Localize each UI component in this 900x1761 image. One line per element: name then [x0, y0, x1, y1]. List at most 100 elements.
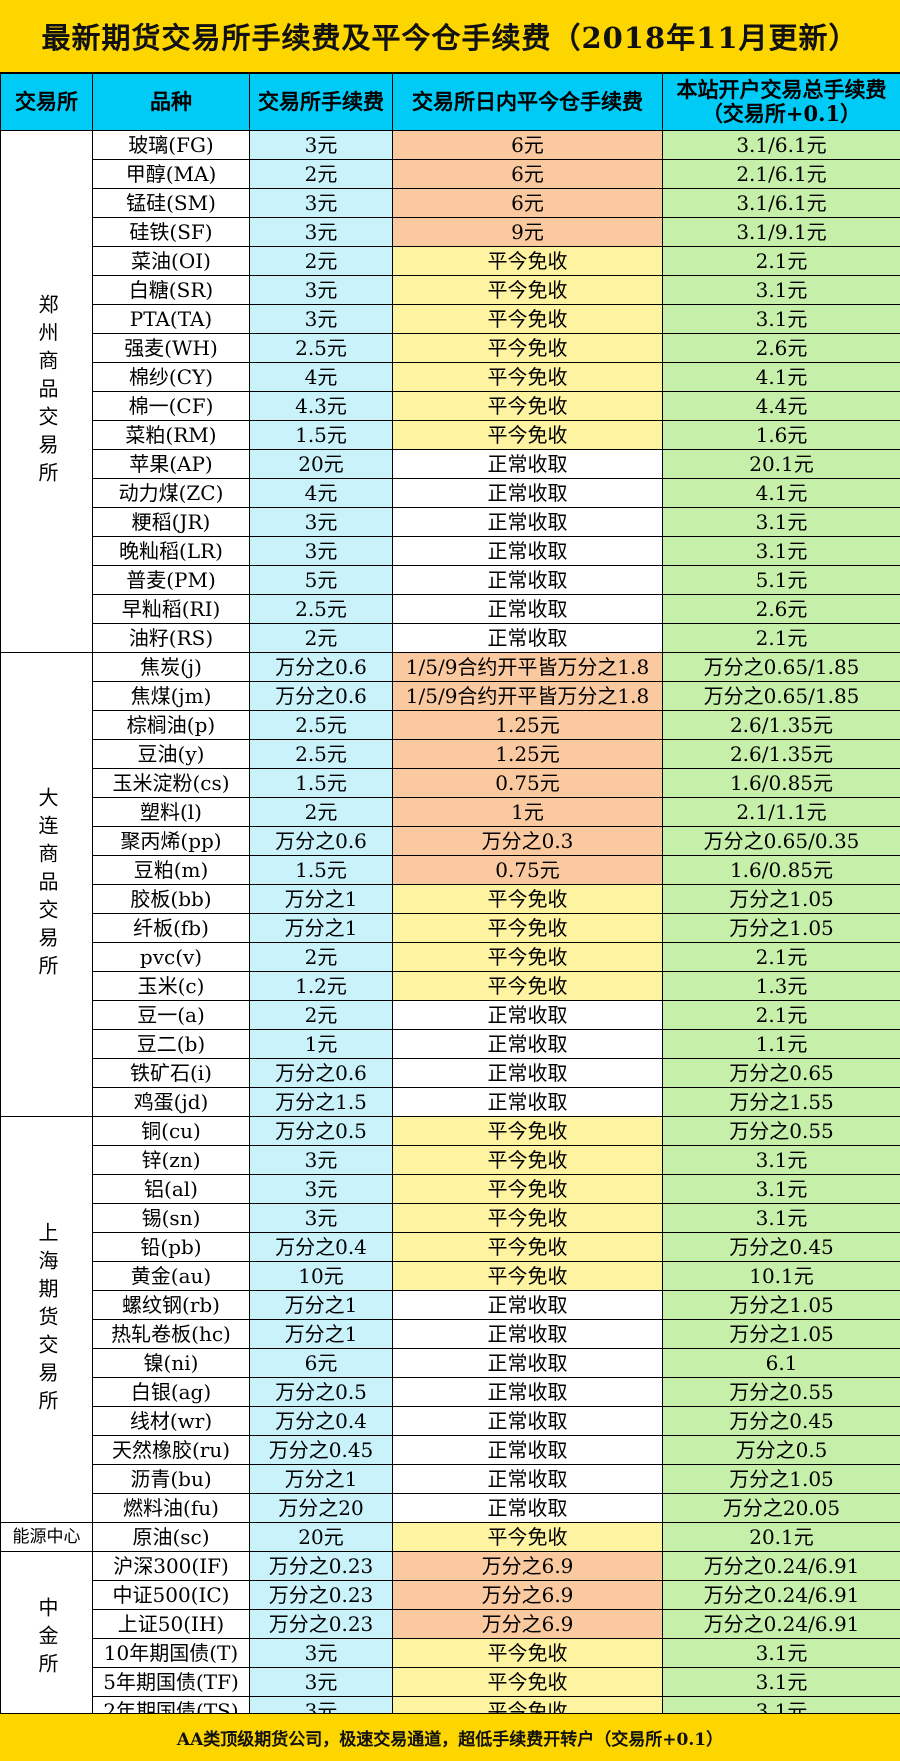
close-today-fee-cell: 正常收取 [392, 1377, 663, 1407]
close-today-fee-cell: 平今免收 [392, 942, 663, 972]
product-cell: 豆二(b) [92, 1029, 250, 1059]
table-row: 上证50(IH) 万分之0.23 万分之6.9 万分之0.24/6.91 [1, 1609, 900, 1639]
exchange-fee-cell: 1.5元 [249, 420, 393, 450]
header-row: 交易所 品种 交易所手续费 交易所日内平今仓手续费 本站开户交易总手续费（交易所… [0, 73, 900, 131]
table-row: 晚籼稻(LR) 3元 正常收取 3.1元 [1, 536, 900, 566]
exchange-fee-cell: 5元 [249, 565, 393, 595]
header-exchange-fee: 交易所手续费 [249, 73, 393, 131]
close-today-fee-cell: 6元 [392, 130, 663, 160]
total-fee-cell: 3.1/6.1元 [662, 130, 900, 160]
close-today-fee-cell: 正常收取 [392, 478, 663, 508]
table-row: 豆粕(m) 1.5元 0.75元 1.6/0.85元 [1, 855, 900, 885]
table-row: 沥青(bu) 万分之1 正常收取 万分之1.05 [1, 1464, 900, 1494]
exchange-fee-cell: 2.5元 [249, 333, 393, 363]
table-row: 锡(sn) 3元 平今免收 3.1元 [1, 1203, 900, 1233]
exchange-fee-cell: 万分之0.45 [249, 1435, 393, 1465]
table-row: 螺纹钢(rb) 万分之1 正常收取 万分之1.05 [1, 1290, 900, 1320]
header-exchange: 交易所 [0, 73, 93, 131]
close-today-fee-cell: 正常收取 [392, 1406, 663, 1436]
table-row: 铁矿石(i) 万分之0.6 正常收取 万分之0.65 [1, 1058, 900, 1088]
exchange-name: 郑州商品交易所 [0, 130, 93, 653]
product-cell: 早籼稻(RI) [92, 594, 250, 624]
table-row: 强麦(WH) 2.5元 平今免收 2.6元 [1, 333, 900, 363]
table-row: 豆二(b) 1元 正常收取 1.1元 [1, 1029, 900, 1059]
product-cell: 玉米淀粉(cs) [92, 768, 250, 798]
product-cell: 天然橡胶(ru) [92, 1435, 250, 1465]
exchange-fee-cell: 6元 [249, 1348, 393, 1378]
product-cell: 燃料油(fu) [92, 1493, 250, 1523]
header-close-today-fee: 交易所日内平今仓手续费 [392, 73, 663, 131]
product-cell: 菜油(OI) [92, 246, 250, 276]
product-cell: 焦炭(j) [92, 652, 250, 682]
total-fee-cell: 3.1元 [662, 507, 900, 537]
table-row: 动力煤(ZC) 4元 正常收取 4.1元 [1, 478, 900, 508]
table-row: 白银(ag) 万分之0.5 正常收取 万分之0.55 [1, 1377, 900, 1407]
table-row: 豆油(y) 2.5元 1.25元 2.6/1.35元 [1, 739, 900, 769]
total-fee-cell: 1.3元 [662, 971, 900, 1001]
total-fee-cell: 3.1/6.1元 [662, 188, 900, 218]
table-row: 豆一(a) 2元 正常收取 2.1元 [1, 1000, 900, 1030]
total-fee-cell: 4.1元 [662, 362, 900, 392]
table-row: 玉米(c) 1.2元 平今免收 1.3元 [1, 971, 900, 1001]
table-row: 10年期国债(T) 3元 平今免收 3.1元 [1, 1638, 900, 1668]
total-fee-cell: 2.6/1.35元 [662, 710, 900, 740]
close-today-fee-cell: 正常收取 [392, 1029, 663, 1059]
product-cell: 动力煤(ZC) [92, 478, 250, 508]
total-fee-cell: 2.6/1.35元 [662, 739, 900, 769]
exchange-fee-cell: 3元 [249, 1667, 393, 1697]
exchange-fee-cell: 4元 [249, 478, 393, 508]
product-cell: 原油(sc) [92, 1522, 250, 1552]
exchange-fee-cell: 2.5元 [249, 739, 393, 769]
total-fee-cell: 10.1元 [662, 1261, 900, 1291]
product-cell: 鸡蛋(jd) [92, 1087, 250, 1117]
exchange-fee-cell: 万分之0.23 [249, 1580, 393, 1610]
table-row: 锰硅(SM) 3元 6元 3.1/6.1元 [1, 188, 900, 218]
total-fee-cell: 1.6/0.85元 [662, 768, 900, 798]
close-today-fee-cell: 万分之6.9 [392, 1580, 663, 1610]
total-fee-cell: 万分之1.55 [662, 1087, 900, 1117]
close-today-fee-cell: 1元 [392, 797, 663, 827]
total-fee-cell: 万分之1.05 [662, 1290, 900, 1320]
exchange-fee-cell: 2元 [249, 1000, 393, 1030]
total-fee-cell: 万分之0.65/1.85 [662, 681, 900, 711]
product-cell: 黄金(au) [92, 1261, 250, 1291]
table-row: 铅(pb) 万分之0.4 平今免收 万分之0.45 [1, 1232, 900, 1262]
product-cell: 豆油(y) [92, 739, 250, 769]
table-row: PTA(TA) 3元 平今免收 3.1元 [1, 304, 900, 334]
close-today-fee-cell: 平今免收 [392, 420, 663, 450]
close-today-fee-cell: 正常收取 [392, 1290, 663, 1320]
exchange-fee-cell: 2元 [249, 246, 393, 276]
table-row: 早籼稻(RI) 2.5元 正常收取 2.6元 [1, 594, 900, 624]
product-cell: 中证500(IC) [92, 1580, 250, 1610]
table-row: 镍(ni) 6元 正常收取 6.1 [1, 1348, 900, 1378]
product-cell: 热轧卷板(hc) [92, 1319, 250, 1349]
product-cell: 豆一(a) [92, 1000, 250, 1030]
exchange-fee-cell: 万分之0.6 [249, 652, 393, 682]
product-cell: 铅(pb) [92, 1232, 250, 1262]
close-today-fee-cell: 6元 [392, 188, 663, 218]
product-cell: 锡(sn) [92, 1203, 250, 1233]
total-fee-cell: 3.1元 [662, 275, 900, 305]
product-cell: 塑料(l) [92, 797, 250, 827]
table-row: 5年期国债(TF) 3元 平今免收 3.1元 [1, 1667, 900, 1697]
total-fee-cell: 6.1 [662, 1348, 900, 1378]
exchange-fee-cell: 万分之1 [249, 1290, 393, 1320]
table-row: 棕榈油(p) 2.5元 1.25元 2.6/1.35元 [1, 710, 900, 740]
close-today-fee-cell: 平今免收 [392, 391, 663, 421]
total-fee-cell: 3.1/9.1元 [662, 217, 900, 247]
table-row: 菜粕(RM) 1.5元 平今免收 1.6元 [1, 420, 900, 450]
total-fee-cell: 万分之1.05 [662, 1319, 900, 1349]
total-fee-cell: 万分之0.65/0.35 [662, 826, 900, 856]
table-row: 纤板(fb) 万分之1 平今免收 万分之1.05 [1, 913, 900, 943]
close-today-fee-cell: 平今免收 [392, 275, 663, 305]
total-fee-cell: 万分之0.65 [662, 1058, 900, 1088]
product-cell: 10年期国债(T) [92, 1638, 250, 1668]
table-row: 铝(al) 3元 平今免收 3.1元 [1, 1174, 900, 1204]
close-today-fee-cell: 平今免收 [392, 884, 663, 914]
close-today-fee-cell: 正常收取 [392, 1348, 663, 1378]
exchange-fee-cell: 3元 [249, 130, 393, 160]
exchange-fee-cell: 4.3元 [249, 391, 393, 421]
product-cell: 菜粕(RM) [92, 420, 250, 450]
total-fee-cell: 2.1元 [662, 623, 900, 653]
exchange-fee-cell: 3元 [249, 304, 393, 334]
